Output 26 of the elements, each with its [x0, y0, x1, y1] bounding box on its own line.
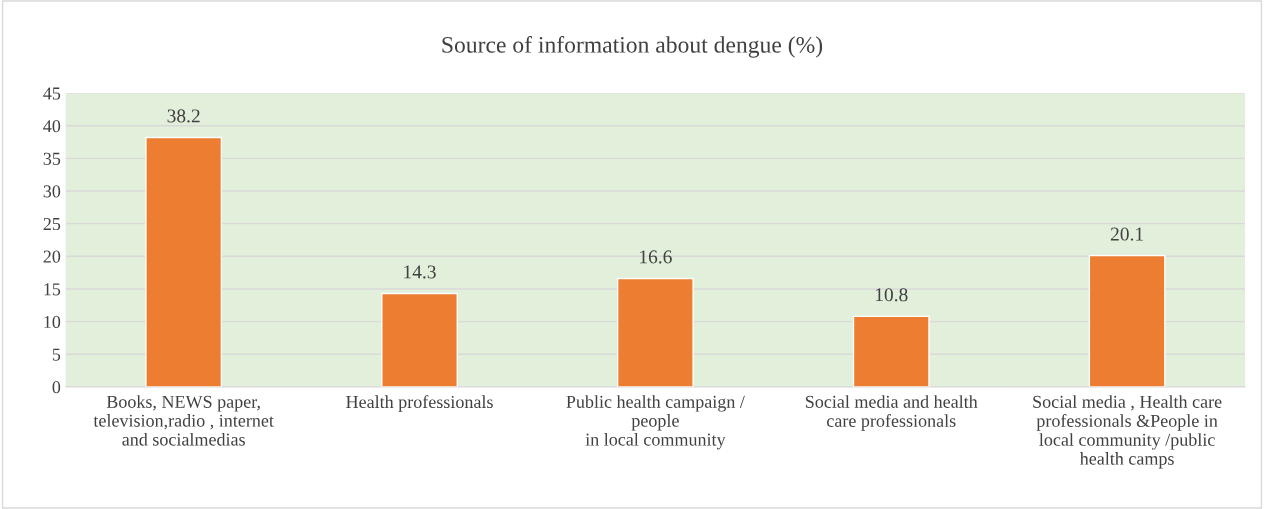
y-tick-label: 5 [52, 348, 61, 361]
data-label: 10.8 [875, 288, 908, 302]
data-label: 16.6 [640, 250, 672, 264]
bar [381, 292, 458, 387]
y-tick-label: 10 [44, 315, 61, 329]
y-tick-label: 20 [43, 250, 61, 263]
data-label: 38.2 [167, 109, 200, 123]
y-tick-label: 25 [43, 217, 61, 231]
data-label: 20.1 [1110, 227, 1143, 241]
y-tick-label: 35 [43, 152, 61, 165]
y-tick-label: 45 [43, 87, 61, 100]
x-tick-label: Social media and health care professionals [805, 395, 978, 431]
bar [1088, 254, 1166, 387]
x-tick-label: Public health campaign / people in local community [566, 395, 745, 450]
y-tick-label: 15 [44, 283, 61, 296]
bar [616, 277, 694, 387]
chart-title: Source of information about dengue (%) [442, 35, 823, 58]
data-label: 14.3 [404, 265, 436, 279]
y-tick-label: 0 [52, 381, 61, 394]
x-tick-label: Books, NEWS paper, television,radio , internet and socialmedias [93, 395, 274, 446]
x-tick-label: Social media , Health care professionals &People in local community /public health camps [1033, 395, 1222, 469]
bar [852, 315, 930, 387]
x-tick-label: Health professionals [346, 395, 493, 412]
bar [145, 136, 223, 387]
y-tick-label: 30 [43, 185, 61, 198]
y-tick-label: 40 [43, 120, 61, 133]
